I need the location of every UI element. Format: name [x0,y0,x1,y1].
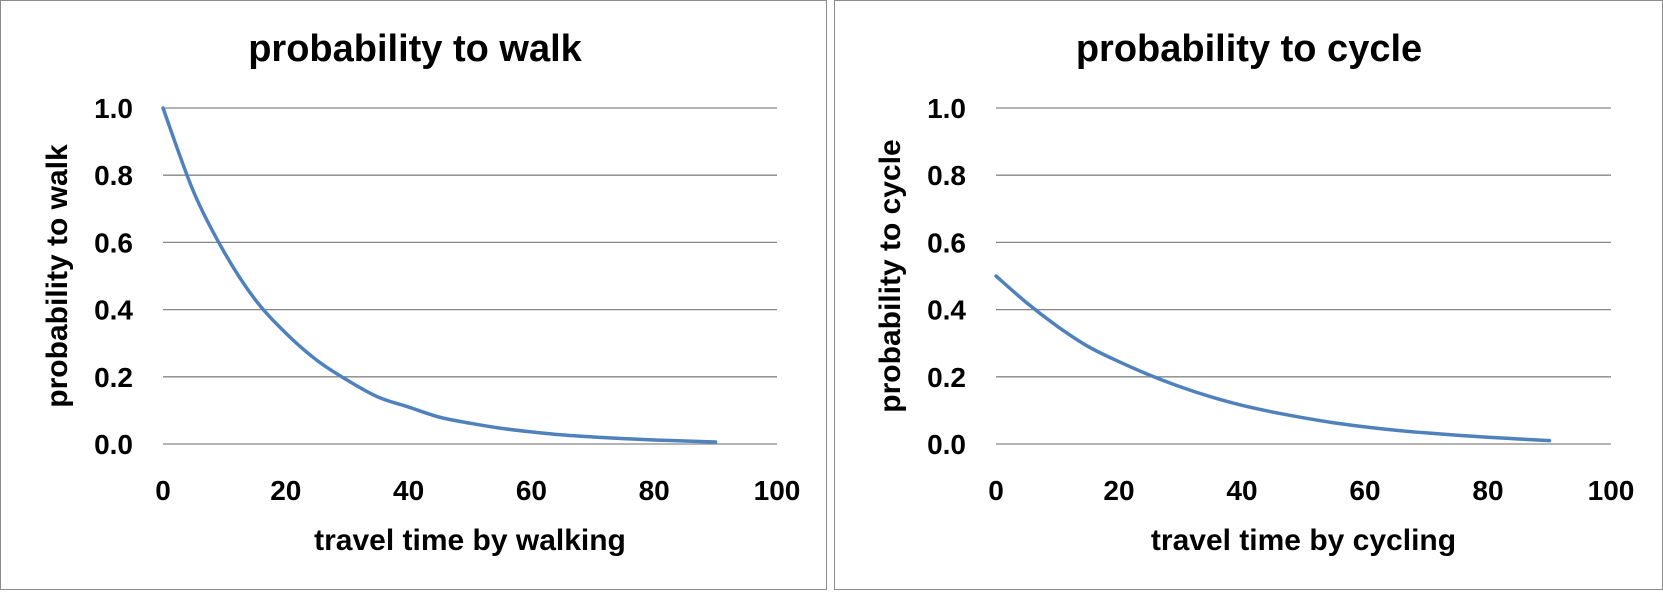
walk-y-tick-label: 0.6 [94,227,133,258]
walk-series-line [161,106,718,444]
cycle-x-tick-label: 20 [1103,475,1134,506]
cycle-series-line [994,274,1552,443]
cycle-y-axis-label: probability to cycle [874,139,907,412]
walk-x-tick-label: 60 [516,475,547,506]
walk-x-tick-label: 20 [270,475,301,506]
walk-x-tick-label: 0 [155,475,171,506]
walk-x-axis-label: travel time by walking [314,524,626,557]
cycle-y-tick-label: 0.0 [927,429,966,460]
walk-x-tick-label: 80 [639,475,670,506]
cycle-chart-title: probability to cycle [1076,28,1422,70]
walk-y-tick-label: 1.0 [94,93,133,124]
walk-chart-title: probability to walk [248,28,582,70]
cycle-y-tick-label: 0.4 [927,295,966,326]
cycle-y-tick-label: 1.0 [927,93,966,124]
walk-x-tick-label: 40 [393,475,424,506]
chart-panel-walk: probability to walk 0.0 0.2 0.4 0.6 0.8 1.0 0 20… [0,0,827,590]
walk-y-tick-label: 0.2 [94,362,133,393]
walk-y-tick-label: 0.4 [94,295,133,326]
walk-x-tick-label: 100 [754,475,801,506]
cycle-x-axis-label: travel time by cycling [1151,524,1456,557]
cycle-x-tick-label: 80 [1472,475,1503,506]
walk-y-tick-label: 0.8 [94,160,133,191]
cycle-x-tick-label: 40 [1226,475,1257,506]
cycle-x-tick-label: 0 [988,475,1004,506]
cycle-chart-svg: probability to cycle 0.0 0.2 0.4 0.6 0.8 1.0 0 2… [874,28,1635,557]
cycle-x-tick-label: 100 [1588,475,1635,506]
walk-y-axis-label: probability to walk [41,144,74,408]
cycle-y-tick-label: 0.8 [927,160,966,191]
cycle-y-tick-label: 0.2 [927,362,966,393]
chart-panel-cycle: probability to cycle 0.0 0.2 0.4 0.6 0.8 1.0 0 2… [834,0,1663,590]
walk-y-tick-label: 0.0 [94,429,133,460]
walk-chart-svg: probability to walk 0.0 0.2 0.4 0.6 0.8 1.0 0 20… [41,28,801,557]
cycle-y-tick-label: 0.6 [927,227,966,258]
cycle-x-tick-label: 60 [1349,475,1380,506]
